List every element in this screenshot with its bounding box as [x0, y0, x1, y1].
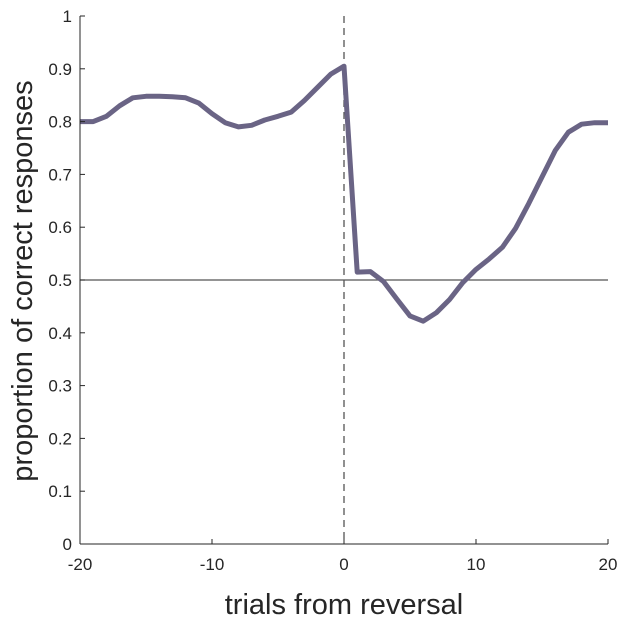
y-tick-label: 0 [63, 535, 72, 554]
y-tick-label: 0.5 [48, 271, 72, 290]
y-axis-title: proportion of correct responses [7, 80, 39, 481]
y-tick-label: 0.9 [48, 60, 72, 79]
y-tick-label: 0.4 [48, 324, 72, 343]
y-tick-label: 0.8 [48, 113, 72, 132]
x-tick-label: 0 [339, 555, 348, 574]
y-tick-label: 0.6 [48, 218, 72, 237]
x-tick-label: 10 [467, 555, 486, 574]
y-tick-label: 1 [63, 7, 72, 26]
y-tick-labels: 0 0.1 0.2 0.3 0.4 0.5 0.6 0.7 0.8 0.9 1 [48, 7, 72, 554]
series-line [80, 63, 608, 324]
axes [79, 15, 609, 545]
series-layer [80, 63, 608, 324]
y-tick-label: 0.2 [48, 429, 72, 448]
x-tick-labels: -20 -10 0 10 20 [68, 555, 618, 574]
y-tick-label: 0.1 [48, 482, 72, 501]
y-tick-label: 0.3 [48, 377, 72, 396]
x-tick-label: -10 [200, 555, 225, 574]
x-tick-label: -20 [68, 555, 93, 574]
x-tick-label: 20 [599, 555, 618, 574]
y-tick-label: 0.7 [48, 165, 72, 184]
x-axis-title: trials from reversal [225, 589, 464, 619]
